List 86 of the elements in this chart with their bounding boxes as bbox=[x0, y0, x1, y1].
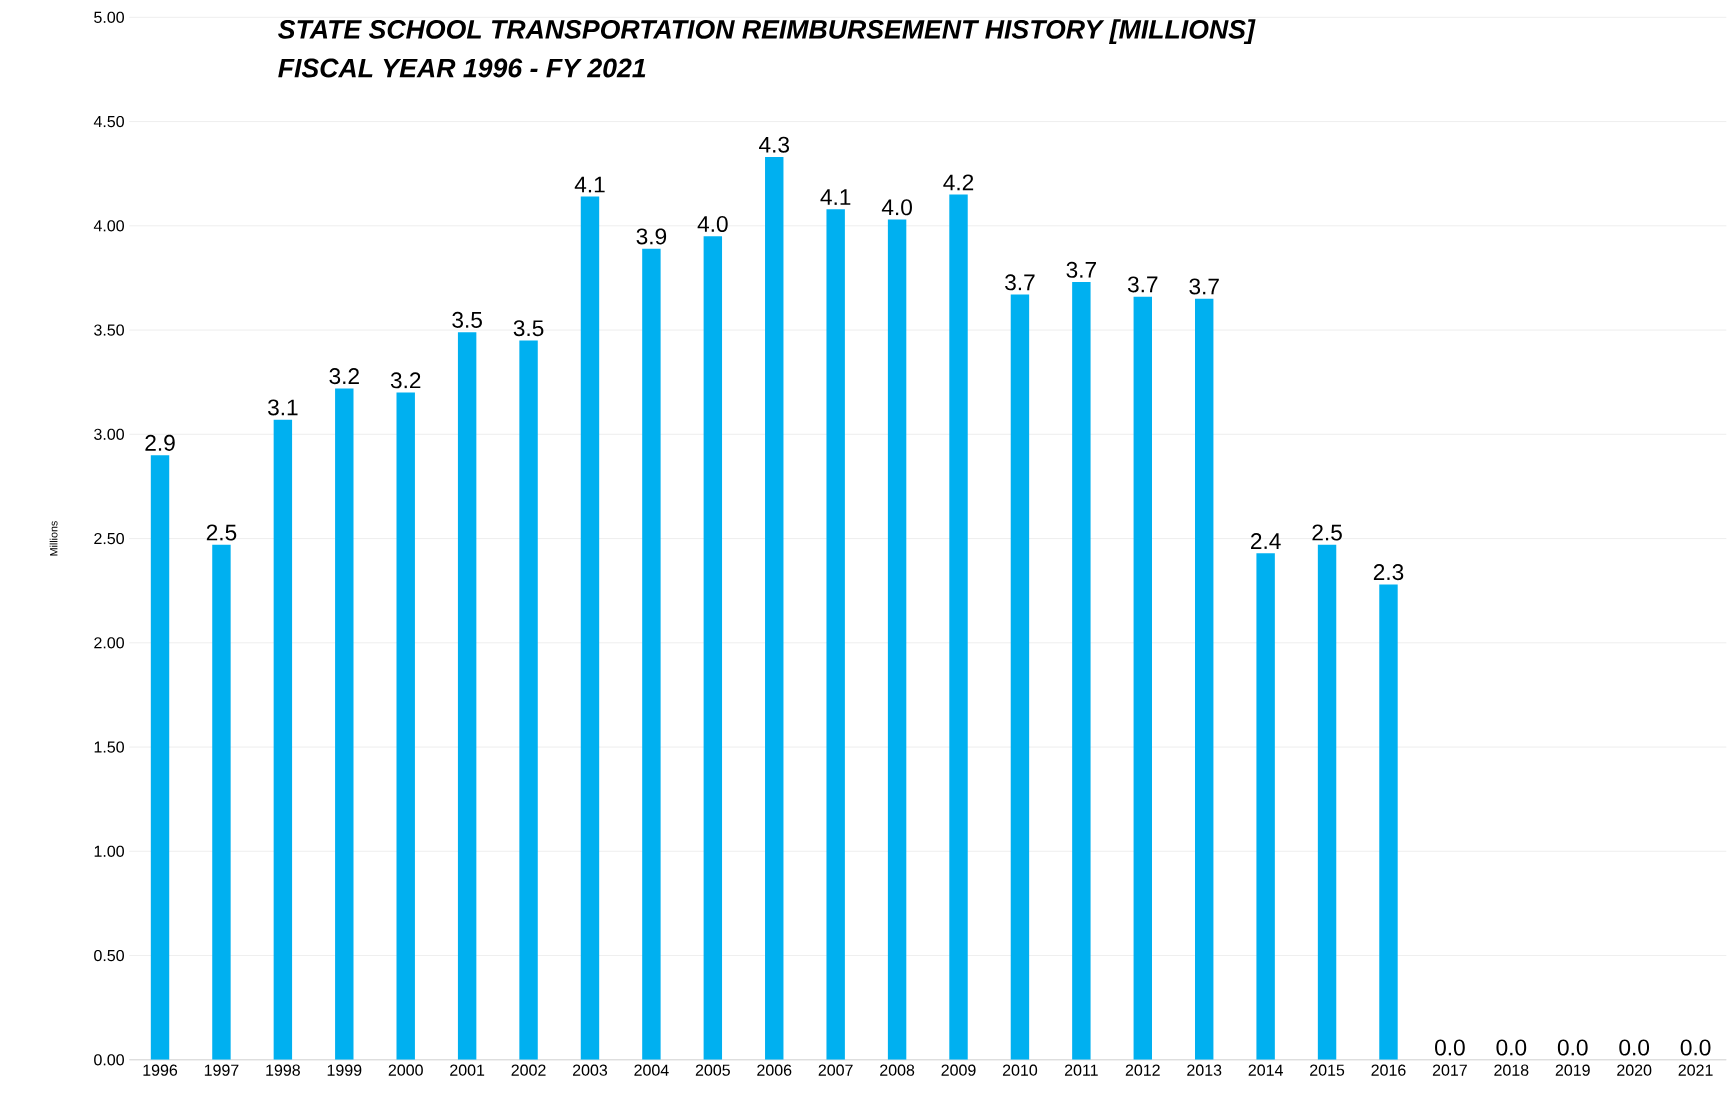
bar bbox=[703, 236, 723, 1060]
bar bbox=[826, 209, 845, 1060]
x-tick-label: 1998 bbox=[266, 1064, 300, 1076]
data-label: 0.0 bbox=[1619, 1039, 1650, 1056]
y-tick-label: 5.00 bbox=[94, 11, 124, 24]
data-label: 3.9 bbox=[636, 228, 667, 245]
y-tick-label: 4.00 bbox=[93, 220, 124, 232]
y-tick-label: 2.50 bbox=[94, 533, 124, 545]
x-tick-label: 2004 bbox=[634, 1064, 669, 1076]
data-label: 2.3 bbox=[1373, 564, 1404, 581]
x-tick-label: 2000 bbox=[388, 1064, 423, 1076]
bar bbox=[150, 455, 170, 1060]
text: STATE SCHOOL TRANSPORTATION REIMBURSEMENT HISTORY [MILLIONS] FISCAL YEAR 1996 - FY 2021 bbox=[278, 19, 1256, 78]
y-tick-label: 4.50 bbox=[93, 116, 124, 128]
x-tick-label: 2016 bbox=[1371, 1064, 1406, 1076]
bar bbox=[949, 194, 968, 1060]
data-label: 0.0 bbox=[1435, 1039, 1465, 1056]
data-label: 2.5 bbox=[206, 524, 237, 541]
x-tick-label: 2002 bbox=[511, 1064, 546, 1076]
bar bbox=[273, 419, 293, 1060]
x-tick-label: 2013 bbox=[1187, 1064, 1222, 1076]
bar bbox=[1256, 553, 1275, 1060]
x-tick-label: 2009 bbox=[941, 1064, 976, 1076]
x-tick-label: 2006 bbox=[757, 1064, 792, 1076]
y-tick-label: 1.00 bbox=[94, 845, 124, 858]
x-tick-label: 2017 bbox=[1432, 1064, 1467, 1076]
x-tick-label: 2020 bbox=[1617, 1064, 1652, 1076]
y-tick-label: 2.00 bbox=[94, 637, 124, 649]
data-label: 2.5 bbox=[1312, 524, 1342, 541]
x-tick-label: 2011 bbox=[1064, 1064, 1098, 1076]
x-tick-label: 2019 bbox=[1555, 1064, 1590, 1076]
bar bbox=[396, 392, 415, 1060]
x-tick-label: 2008 bbox=[880, 1064, 915, 1076]
bar bbox=[1379, 584, 1398, 1060]
bar bbox=[1010, 294, 1030, 1060]
x-tick-label: 2018 bbox=[1494, 1064, 1529, 1076]
x-tick-label: 2005 bbox=[695, 1064, 730, 1076]
data-label: 3.7 bbox=[1127, 276, 1158, 293]
y-tick-label: 3.50 bbox=[94, 324, 124, 336]
x-tick-label: 2014 bbox=[1248, 1064, 1283, 1076]
x-tick-label: 2010 bbox=[1002, 1064, 1038, 1076]
data-label: 4.1 bbox=[574, 176, 605, 193]
y-tick-label: 1.50 bbox=[94, 741, 124, 753]
data-label: 4.2 bbox=[943, 174, 974, 191]
bar bbox=[1195, 298, 1214, 1060]
data-label: 2.9 bbox=[145, 434, 175, 452]
data-label: 4.0 bbox=[881, 199, 912, 216]
data-label: 3.7 bbox=[1066, 261, 1096, 278]
data-label: 3.5 bbox=[513, 320, 544, 337]
bar bbox=[335, 388, 354, 1060]
bar bbox=[765, 157, 784, 1060]
data-label: 0.0 bbox=[1496, 1039, 1527, 1056]
bar bbox=[519, 340, 538, 1060]
x-tick-label: 2007 bbox=[818, 1064, 853, 1076]
x-tick-label: 1997 bbox=[204, 1064, 239, 1076]
data-label: 4.3 bbox=[759, 136, 789, 153]
x-tick-label: 1996 bbox=[143, 1064, 178, 1076]
y-tick-label: 0.00 bbox=[94, 1054, 124, 1066]
x-tick-label: 2001 bbox=[450, 1064, 485, 1076]
bar bbox=[642, 248, 661, 1060]
x-tick-label: 2021 bbox=[1678, 1064, 1713, 1076]
bar bbox=[1317, 544, 1337, 1060]
data-label: 4.0 bbox=[697, 216, 728, 233]
bar bbox=[212, 544, 231, 1060]
data-label: 0.0 bbox=[1557, 1039, 1588, 1056]
data-label: 0.0 bbox=[1680, 1039, 1711, 1056]
bar bbox=[887, 219, 907, 1060]
x-tick-label: 2012 bbox=[1125, 1064, 1160, 1076]
data-label: 3.2 bbox=[390, 372, 421, 389]
y-axis-title: Millions bbox=[49, 521, 58, 556]
bar bbox=[1133, 296, 1152, 1060]
x-tick-label: 1999 bbox=[327, 1064, 362, 1076]
x-tick-label: 2003 bbox=[572, 1064, 608, 1076]
data-label: 3.2 bbox=[329, 368, 359, 385]
bar bbox=[1072, 282, 1091, 1060]
y-tick-label: 0.50 bbox=[94, 949, 124, 962]
data-label: 4.1 bbox=[820, 189, 851, 205]
data-label: 3.1 bbox=[267, 399, 298, 416]
y-tick-label: 3.00 bbox=[94, 428, 124, 441]
x-tick-label: 2015 bbox=[1310, 1064, 1345, 1076]
bar bbox=[457, 332, 477, 1060]
bar bbox=[580, 196, 600, 1060]
data-label: 2.4 bbox=[1251, 533, 1281, 549]
data-label: 3.7 bbox=[1189, 278, 1219, 295]
data-label: 3.7 bbox=[1005, 274, 1035, 291]
data-label: 3.5 bbox=[452, 311, 482, 328]
